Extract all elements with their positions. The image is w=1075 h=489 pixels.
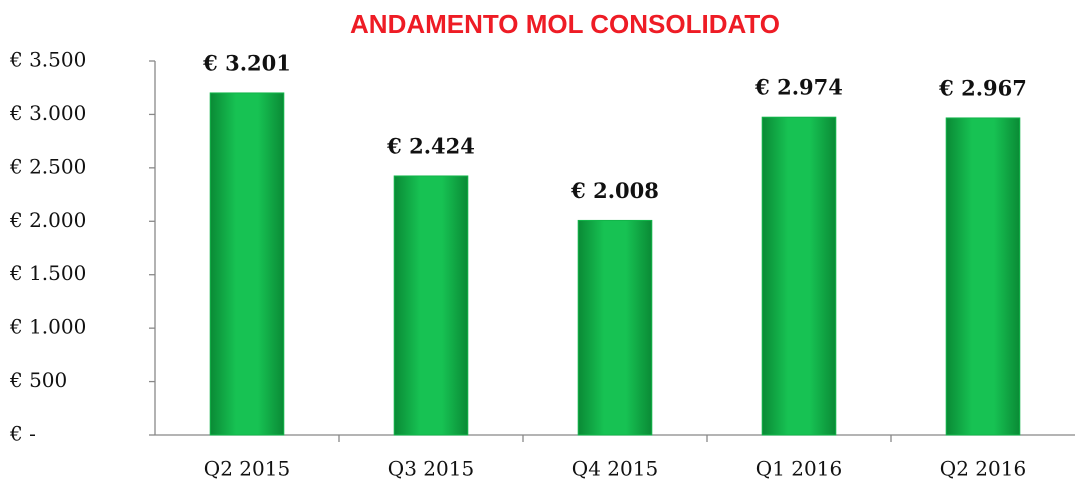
- y-tick-label: € 500: [9, 368, 67, 392]
- x-tick-label: Q2 2015: [204, 457, 290, 481]
- value-label: € 2.967: [938, 75, 1027, 100]
- value-label: € 3.201: [202, 50, 291, 75]
- y-tick-label: € 2.000: [9, 208, 86, 232]
- y-tick-label: € 3.500: [9, 48, 86, 72]
- bar: [577, 219, 653, 436]
- bar: [945, 117, 1021, 436]
- value-label: € 2.008: [570, 178, 659, 203]
- bar: [393, 175, 469, 436]
- value-label: € 2.424: [386, 133, 475, 158]
- value-label: € 2.974: [754, 75, 843, 100]
- y-tick-label: € 3.000: [9, 101, 86, 125]
- x-tick-label: Q1 2016: [756, 457, 842, 481]
- y-tick-label: € -: [9, 422, 36, 446]
- chart-title: ANDAMENTO MOL CONSOLIDATO: [350, 9, 780, 39]
- x-tick-label: Q4 2015: [572, 457, 658, 481]
- y-tick-label: € 1.000: [9, 315, 86, 339]
- bar: [761, 116, 837, 436]
- y-tick-label: € 2.500: [9, 154, 86, 178]
- y-tick-label: € 1.500: [9, 261, 86, 285]
- x-tick-label: Q3 2015: [388, 457, 474, 481]
- bar: [209, 92, 285, 436]
- x-tick-label: Q2 2016: [940, 457, 1026, 481]
